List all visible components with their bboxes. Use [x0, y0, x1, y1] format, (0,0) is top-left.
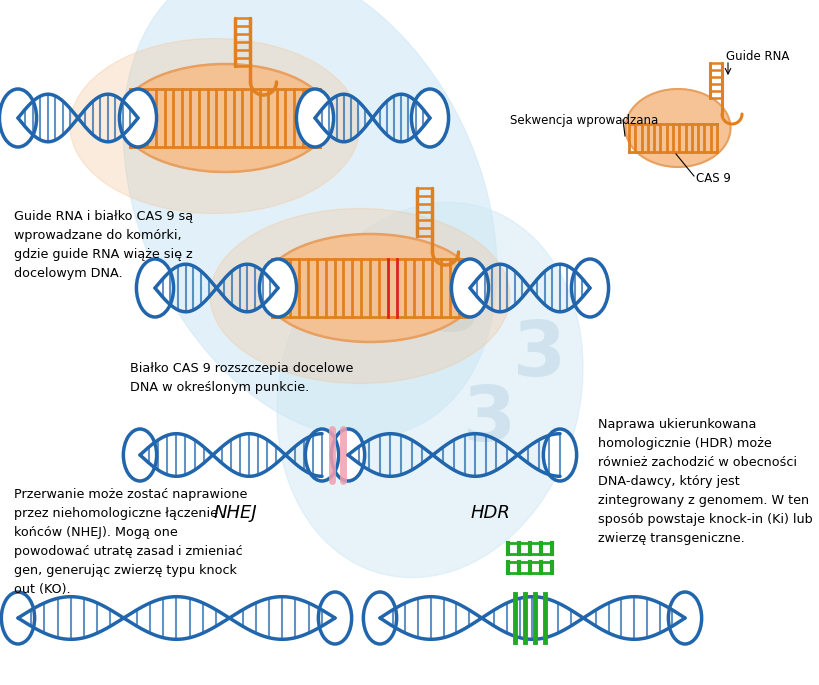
Text: 3: 3 — [428, 273, 481, 347]
Ellipse shape — [451, 259, 488, 317]
Text: NHEJ: NHEJ — [213, 504, 256, 522]
Text: HDR: HDR — [469, 504, 509, 522]
Ellipse shape — [120, 89, 156, 147]
Text: Przerwanie może zostać naprawione
przez niehomologiczne łączenie
końców (NHEJ). : Przerwanie może zostać naprawione przez … — [14, 488, 247, 596]
Ellipse shape — [120, 64, 329, 172]
Ellipse shape — [305, 429, 338, 481]
Ellipse shape — [296, 89, 333, 147]
Text: CAS 9: CAS 9 — [695, 171, 730, 184]
Text: 3: 3 — [463, 383, 516, 457]
Ellipse shape — [123, 429, 156, 481]
Ellipse shape — [277, 202, 582, 577]
Ellipse shape — [123, 0, 496, 438]
Text: Naprawa ukierunkowana
homologicznie (HDR) może
również zachodzić w obecności
DNA: Naprawa ukierunkowana homologicznie (HDR… — [597, 418, 812, 545]
Text: Sekwencja wprowadzana: Sekwencja wprowadzana — [509, 114, 658, 127]
Ellipse shape — [543, 429, 576, 481]
Ellipse shape — [667, 592, 701, 644]
Ellipse shape — [259, 259, 296, 317]
Text: Białko CAS 9 rozszczepia docelowe
DNA w określonym punkcie.: Białko CAS 9 rozszczepia docelowe DNA w … — [130, 362, 353, 394]
Ellipse shape — [2, 592, 34, 644]
Ellipse shape — [411, 89, 448, 147]
Text: 3: 3 — [513, 318, 566, 392]
Ellipse shape — [571, 259, 608, 317]
Ellipse shape — [625, 89, 730, 167]
Ellipse shape — [318, 592, 351, 644]
Ellipse shape — [363, 592, 396, 644]
Ellipse shape — [210, 208, 509, 384]
Ellipse shape — [262, 234, 477, 342]
Ellipse shape — [136, 259, 174, 317]
Ellipse shape — [0, 89, 37, 147]
Ellipse shape — [331, 429, 364, 481]
Text: Guide RNA: Guide RNA — [725, 49, 789, 62]
Text: Guide RNA i białko CAS 9 są
wprowadzane do komórki,
gdzie guide RNA wiąże się z
: Guide RNA i białko CAS 9 są wprowadzane … — [14, 210, 193, 280]
Ellipse shape — [70, 38, 360, 214]
